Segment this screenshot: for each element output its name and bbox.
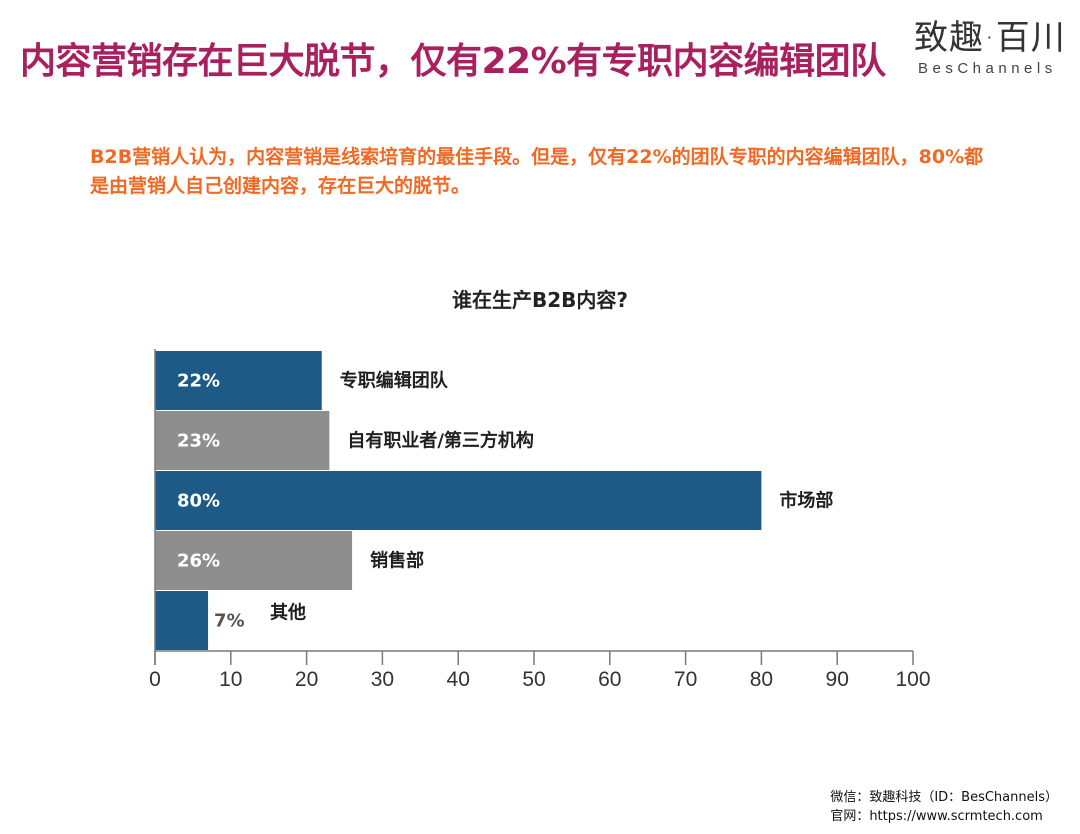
- category-label-4: 销售部: [370, 550, 424, 572]
- bar-value-label-2: 23%: [177, 431, 220, 452]
- x-tick-label-4: 40: [447, 668, 470, 691]
- bar-value-label-4: 26%: [177, 551, 220, 572]
- x-tick-label-9: 90: [826, 668, 849, 691]
- logo-sub-text: BesChannels: [918, 60, 1057, 77]
- category-label-5: 其他: [270, 602, 306, 624]
- bar-4: [155, 531, 353, 590]
- chart-title: 谁在生产B2B内容?: [451, 288, 628, 312]
- x-tick-label-5: 50: [522, 668, 545, 691]
- brand-logo: 致趣·百川 BesChannels: [914, 18, 1074, 77]
- bar-value-label-3: 80%: [177, 491, 220, 512]
- bar-3: [155, 471, 762, 530]
- x-tick-label-6: 60: [598, 668, 621, 691]
- category-label-3: 市场部: [779, 490, 833, 512]
- footer: 微信：致趣科技（ID：BesChannels） 官网：https://www.s…: [830, 788, 1058, 826]
- x-tick-label-10: 100: [895, 668, 930, 691]
- logo-main-text: 致趣·百川: [914, 18, 1066, 58]
- x-tick-label-3: 30: [371, 668, 394, 691]
- bar-1: [155, 351, 322, 410]
- page-title: 内容营销存在巨大脱节，仅有22%有专职内容编辑团队: [20, 41, 886, 82]
- category-label-1: 专职编辑团队: [340, 370, 449, 392]
- category-label-2: 自有职业者/第三方机构: [347, 430, 534, 452]
- x-tick-label-7: 70: [674, 668, 697, 691]
- page-subtitle: B2B营销人认为，内容营销是线索培育的最佳手段。但是，仅有22%的团队专职的内容…: [90, 146, 984, 197]
- x-tick-label-8: 80: [750, 668, 773, 691]
- footer-wechat: 微信：致趣科技（ID：BesChannels）: [830, 790, 1058, 805]
- x-tick-label-2: 20: [295, 668, 318, 691]
- bar-value-label-5: 7%: [214, 611, 245, 632]
- x-tick-label-0: 0: [149, 668, 161, 691]
- bar-value-label-1: 22%: [177, 371, 220, 392]
- footer-website: 官网：https://www.scrmtech.com: [830, 809, 1043, 824]
- x-tick-label-1: 10: [219, 668, 242, 691]
- bar-2: [155, 411, 330, 470]
- bar-5: [155, 591, 209, 650]
